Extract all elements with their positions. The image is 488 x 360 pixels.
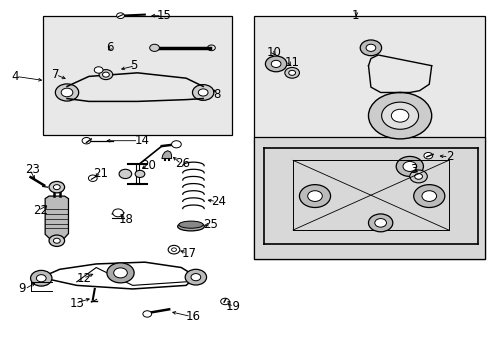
Circle shape (116, 13, 124, 18)
Circle shape (30, 270, 52, 286)
Circle shape (185, 269, 206, 285)
Circle shape (82, 138, 91, 144)
Circle shape (368, 214, 392, 232)
Bar (254, 137, 484, 258)
Polygon shape (162, 151, 171, 158)
Circle shape (360, 40, 381, 56)
Text: 19: 19 (225, 300, 241, 313)
Text: 26: 26 (175, 157, 190, 170)
Circle shape (299, 185, 330, 207)
Text: 8: 8 (212, 88, 220, 101)
Ellipse shape (177, 222, 204, 231)
Text: 17: 17 (181, 247, 196, 260)
Circle shape (368, 93, 431, 139)
Circle shape (102, 72, 109, 77)
Text: 6: 6 (106, 41, 113, 54)
Circle shape (423, 153, 432, 159)
Circle shape (220, 298, 229, 305)
Text: 14: 14 (135, 134, 150, 147)
Polygon shape (45, 196, 68, 239)
Text: 13: 13 (69, 297, 84, 310)
Circle shape (191, 274, 201, 281)
Circle shape (402, 161, 416, 171)
Circle shape (53, 238, 60, 243)
Circle shape (107, 263, 134, 283)
Circle shape (421, 191, 436, 202)
Text: 7: 7 (52, 68, 60, 81)
Text: 20: 20 (141, 159, 156, 172)
Text: 9: 9 (19, 283, 26, 296)
Circle shape (390, 109, 408, 122)
Circle shape (142, 311, 151, 317)
Circle shape (288, 70, 295, 75)
Circle shape (381, 102, 418, 129)
Text: 24: 24 (211, 195, 226, 208)
Bar (42, 16, 232, 135)
Circle shape (307, 191, 322, 202)
Circle shape (192, 85, 213, 100)
Text: 25: 25 (203, 218, 218, 231)
Circle shape (36, 275, 46, 282)
Text: 10: 10 (266, 46, 281, 59)
Circle shape (171, 141, 181, 148)
Text: 1: 1 (351, 9, 358, 22)
Circle shape (113, 209, 123, 217)
Circle shape (198, 89, 207, 96)
Circle shape (114, 268, 127, 278)
Circle shape (413, 185, 444, 207)
Circle shape (285, 67, 299, 78)
Text: 23: 23 (25, 163, 40, 176)
Text: 2: 2 (446, 150, 453, 163)
Ellipse shape (179, 221, 203, 228)
Text: 11: 11 (284, 56, 299, 69)
Circle shape (119, 169, 131, 179)
Text: 18: 18 (119, 213, 134, 226)
Text: 16: 16 (186, 310, 201, 323)
Circle shape (395, 157, 423, 176)
Text: 4: 4 (11, 70, 19, 83)
Text: 21: 21 (93, 167, 107, 180)
Circle shape (99, 69, 113, 80)
Text: 3: 3 (409, 163, 416, 176)
Circle shape (88, 175, 97, 181)
Circle shape (149, 44, 159, 51)
Circle shape (374, 219, 386, 227)
Circle shape (61, 88, 73, 97)
Circle shape (49, 235, 64, 247)
Text: 22: 22 (33, 204, 48, 217)
Text: 15: 15 (157, 9, 171, 22)
Circle shape (94, 67, 103, 73)
Circle shape (53, 185, 60, 190)
Circle shape (265, 56, 286, 72)
Circle shape (168, 246, 180, 254)
Circle shape (135, 170, 144, 177)
Circle shape (409, 170, 427, 183)
Text: 12: 12 (77, 272, 92, 285)
Circle shape (271, 60, 281, 67)
Bar (254, 16, 484, 258)
Circle shape (366, 44, 375, 51)
Circle shape (414, 174, 422, 179)
Text: 5: 5 (130, 59, 137, 72)
Circle shape (49, 181, 64, 193)
Circle shape (55, 84, 79, 101)
